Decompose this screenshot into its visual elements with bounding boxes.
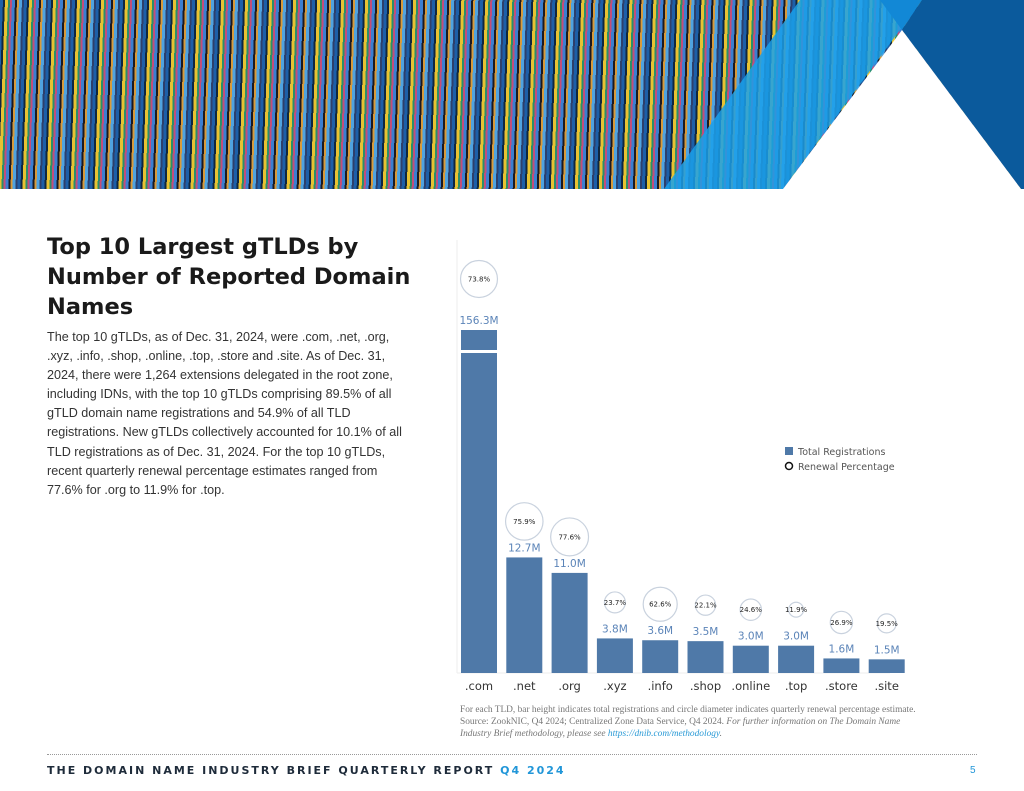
x-tick-label: .shop bbox=[690, 679, 721, 693]
x-tick-label: .info bbox=[648, 679, 673, 693]
renewal-circle bbox=[876, 613, 897, 634]
bar-value-label: 3.5M bbox=[693, 626, 719, 638]
renewal-label: 22.1% bbox=[694, 602, 717, 610]
renewal-label: 26.9% bbox=[830, 619, 853, 627]
bar-xyz bbox=[596, 638, 633, 673]
bar-info bbox=[642, 640, 679, 673]
white-triangle bbox=[783, 30, 1022, 189]
renewal-circle bbox=[603, 591, 626, 614]
footer-text: THE DOMAIN NAME INDUSTRY BRIEF QUARTERLY… bbox=[47, 764, 495, 777]
renewal-circle bbox=[829, 610, 854, 635]
renewal-circle bbox=[550, 517, 590, 557]
x-tick-label: .com bbox=[465, 679, 493, 693]
caption-italic: For further information on The Domain Na… bbox=[460, 717, 901, 739]
renewal-circle bbox=[504, 502, 544, 541]
bar-value-label: 3.8M bbox=[602, 623, 628, 635]
renewal-label: 23.7% bbox=[604, 599, 627, 607]
caption-end: . bbox=[719, 729, 722, 739]
renewal-circle bbox=[739, 598, 763, 621]
header-triangles bbox=[664, 0, 1024, 189]
bar-com bbox=[461, 330, 497, 673]
bar-site bbox=[868, 659, 905, 673]
x-tick-label: .net bbox=[513, 679, 536, 693]
legend-label-registrations: Total Registrations bbox=[797, 447, 885, 458]
bar-store bbox=[823, 658, 860, 673]
x-tick-label: .xyz bbox=[603, 679, 626, 693]
bar-chart: 156.3M 73.8% .com 12.7M 75.9% .net 11.0M 77.6%.… bbox=[456, 240, 905, 693]
x-tick-label: .site bbox=[874, 679, 898, 693]
renewal-label: 24.6% bbox=[740, 606, 763, 614]
bar-value-label: 3.0M bbox=[738, 631, 764, 643]
renewal-label: 11.9% bbox=[785, 606, 808, 614]
renewal-label: 62.6% bbox=[649, 601, 672, 609]
x-tick-label: .store bbox=[825, 679, 858, 693]
renewal-circle bbox=[459, 259, 499, 299]
bar-value-label: 3.0M bbox=[783, 631, 809, 643]
dark-blue-band bbox=[902, 0, 1024, 189]
header-photo-wires bbox=[0, 0, 1024, 189]
light-blue-band bbox=[664, 0, 922, 189]
legend-swatch-circle bbox=[784, 461, 794, 471]
x-tick-label: .online bbox=[731, 679, 770, 693]
page-title: Top 10 Largest gTLDs by Number of Report… bbox=[47, 234, 411, 320]
mid-blue-wedge bbox=[880, 0, 922, 30]
methodology-link[interactable]: https://dnib.com/methodology bbox=[607, 729, 720, 739]
bar-value-label: 156.3M bbox=[459, 315, 498, 327]
bar-shop bbox=[687, 641, 724, 673]
bar-value-label: 1.6M bbox=[829, 643, 855, 655]
renewal-label: 73.8% bbox=[468, 276, 491, 284]
footer-quarter: Q4 2024 bbox=[500, 764, 566, 777]
page-number: 5 bbox=[970, 765, 976, 776]
renewal-circle bbox=[642, 586, 678, 622]
x-tick-label: .org bbox=[558, 679, 581, 693]
caption-text: For each TLD, bar height indicates total… bbox=[460, 705, 916, 727]
renewal-circle bbox=[694, 594, 717, 616]
bar-net bbox=[506, 557, 543, 673]
renewal-label: 75.9% bbox=[513, 518, 536, 526]
footer-divider bbox=[47, 754, 977, 755]
bar-value-label: 11.0M bbox=[553, 558, 585, 570]
footer-title: THE DOMAIN NAME INDUSTRY BRIEF QUARTERLY… bbox=[47, 764, 566, 777]
body-paragraph: The top 10 gTLDs, as of Dec. 31, 2024, w… bbox=[47, 330, 402, 497]
renewal-label: 77.6% bbox=[558, 533, 581, 541]
renewal-label: 19.5% bbox=[876, 620, 899, 628]
bar-value-label: 3.6M bbox=[647, 625, 673, 637]
bar-online bbox=[732, 645, 769, 673]
bar-value-label: 1.5M bbox=[874, 644, 900, 656]
chart-caption: For each TLD, bar height indicates total… bbox=[460, 704, 920, 740]
legend-swatch-bar bbox=[785, 447, 793, 455]
legend-label-renewal: Renewal Percentage bbox=[798, 462, 895, 473]
renewal-circle bbox=[788, 601, 805, 618]
axis-break-mark bbox=[460, 350, 498, 353]
bar-org bbox=[551, 572, 588, 673]
bar-value-label: 12.7M bbox=[508, 542, 540, 554]
bar-top bbox=[778, 645, 815, 673]
x-tick-label: .top bbox=[785, 679, 808, 693]
